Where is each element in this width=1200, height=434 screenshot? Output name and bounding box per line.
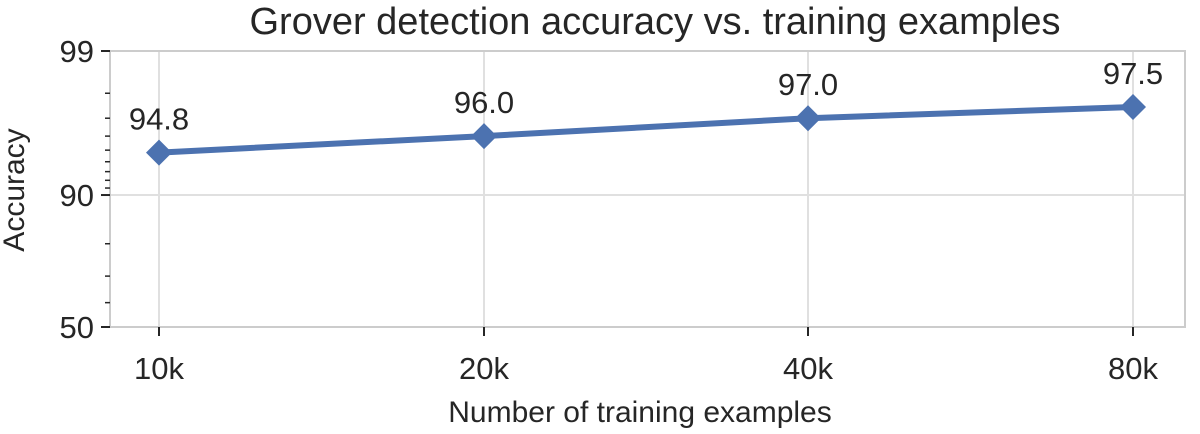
y-axis-label: Accuracy (0, 128, 31, 251)
data-labels: 94.8 96.0 97.0 97.5 (129, 56, 1163, 137)
data-label: 97.0 (778, 67, 838, 102)
data-point (795, 105, 821, 132)
x-axis-ticks: 10k 20k 40k 80k (134, 327, 1158, 386)
chart-title: Grover detection accuracy vs. training e… (249, 1, 1060, 43)
series-line (156, 103, 1136, 156)
x-tick-label: 20k (459, 351, 509, 386)
data-label: 96.0 (454, 85, 514, 120)
x-tick-label: 40k (783, 351, 833, 386)
data-point (471, 123, 497, 150)
x-axis-label: Number of training examples (448, 396, 832, 429)
data-markers (146, 93, 1146, 166)
y-axis-ticks: 50 90 99 (60, 34, 110, 345)
y-tick-label: 90 (60, 178, 94, 213)
y-tick-label: 99 (60, 34, 94, 69)
y-tick-label: 50 (60, 310, 94, 345)
data-point (146, 139, 172, 166)
data-point (1120, 93, 1146, 120)
data-label: 97.5 (1103, 56, 1163, 91)
plot-frame (109, 50, 1186, 328)
data-label: 94.8 (129, 102, 189, 137)
y-minor-ticks (105, 92, 110, 304)
grid (110, 50, 1185, 328)
x-tick-label: 10k (134, 351, 184, 386)
x-tick-label: 80k (1108, 351, 1158, 386)
